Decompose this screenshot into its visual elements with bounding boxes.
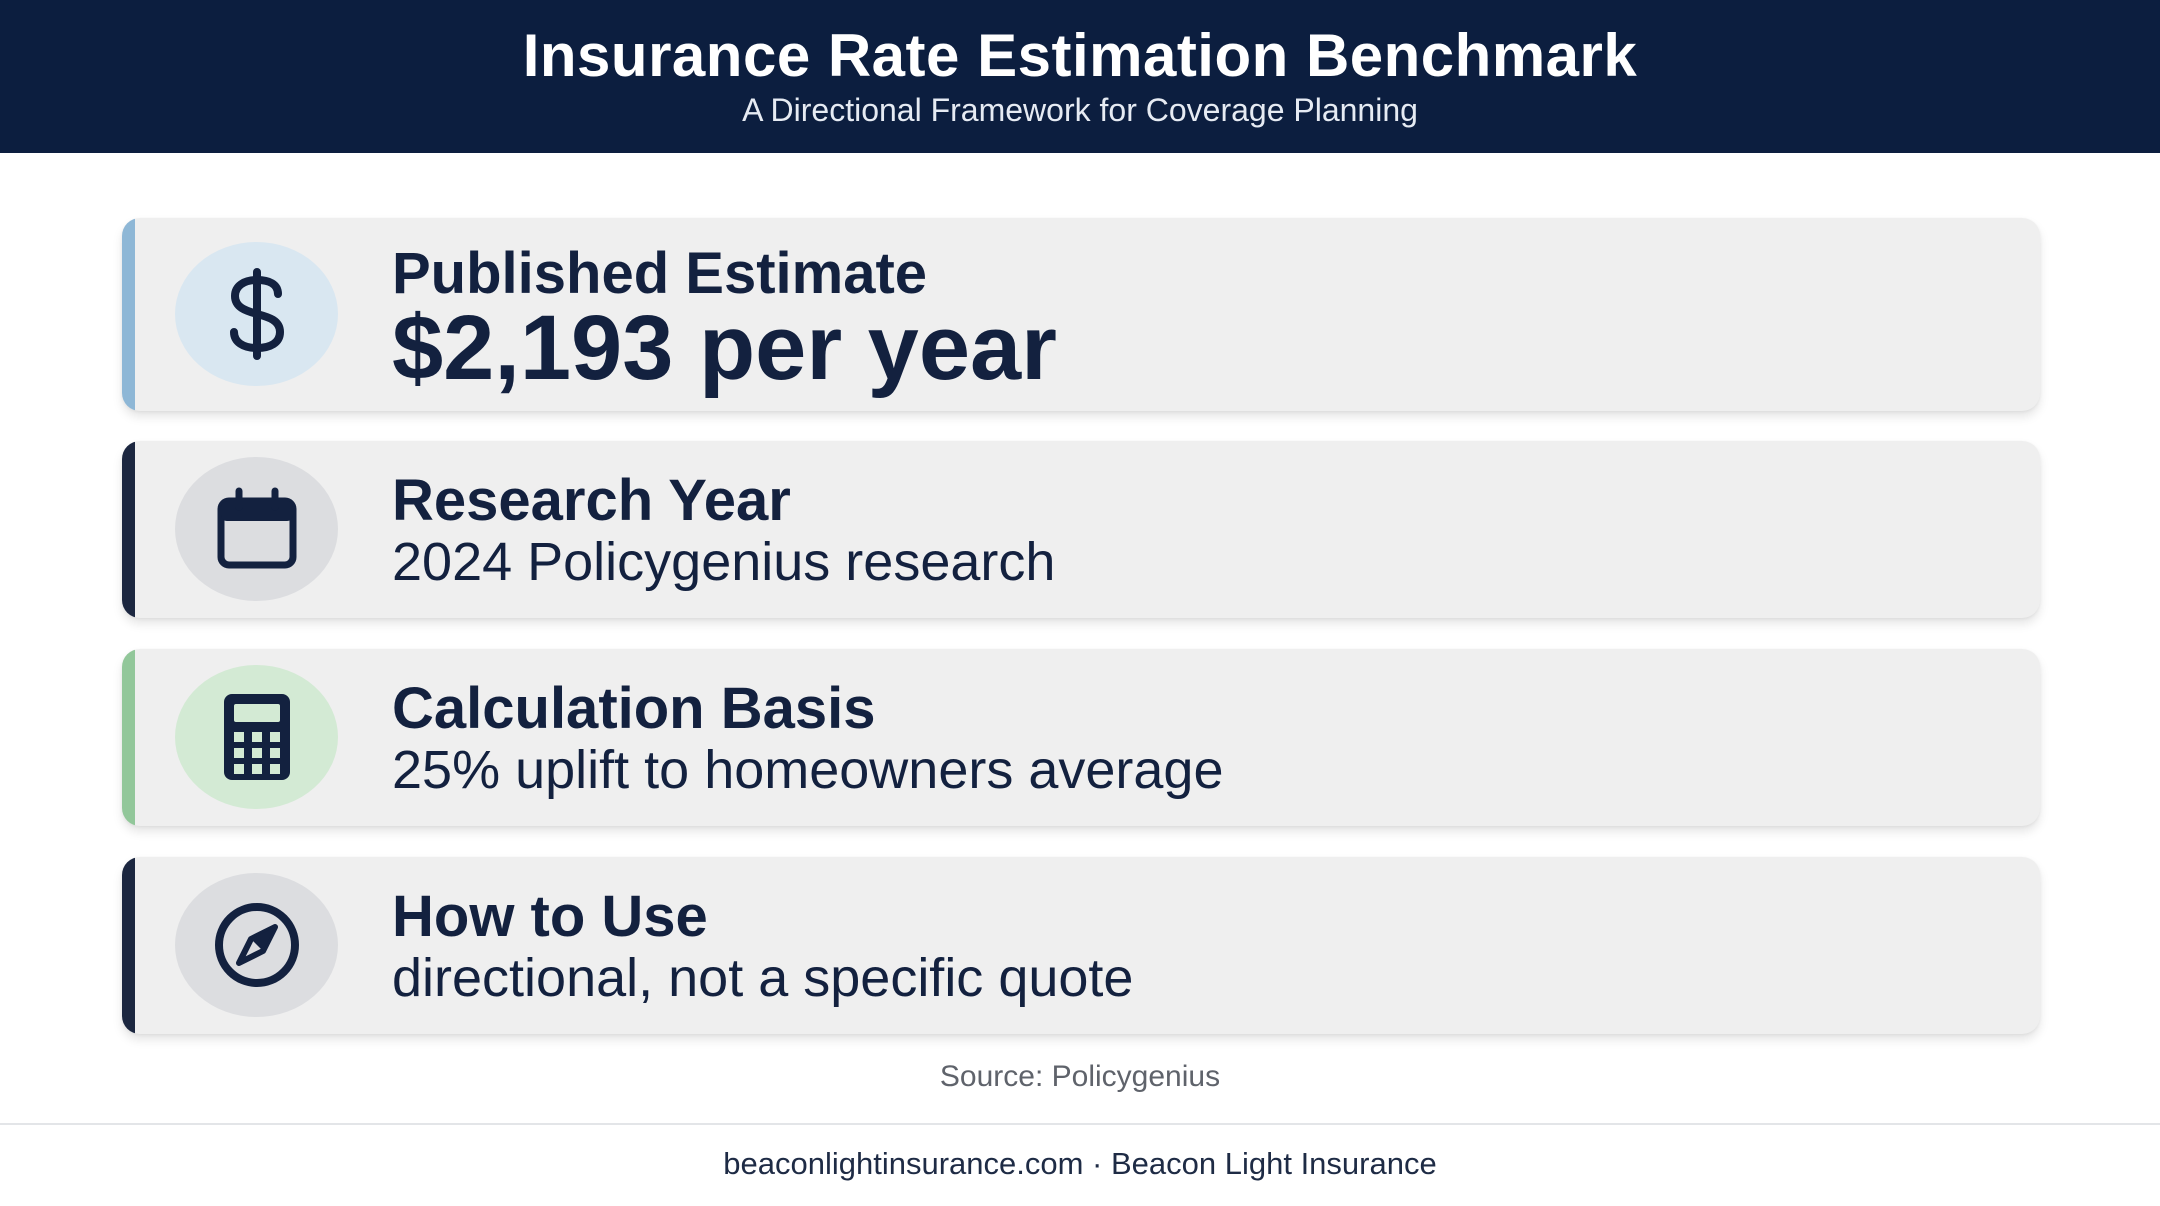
footer-text: beaconlightinsurance.com · Beacon Light … [723, 1146, 1437, 1181]
card-value: $2,193 per year [392, 297, 1057, 399]
dollar-icon [229, 268, 284, 360]
icon-badge [175, 873, 338, 1017]
header-banner: Insurance Rate Estimation Benchmark A Di… [0, 0, 2160, 153]
card-value: 25% uplift to homeowners average [392, 740, 1224, 800]
source-note: Source: Policygenius [939, 1060, 1221, 1093]
card-calculation-basis: Calculation Basis 25% uplift to homeowne… [122, 649, 2040, 826]
page-title: Insurance Rate Estimation Benchmark [522, 22, 1638, 89]
card-published-estimate: Published Estimate $2,193 per year [122, 218, 2040, 411]
card-label: How to Use [392, 884, 708, 949]
compass-icon [214, 903, 299, 987]
card-accent-bar [122, 857, 135, 1034]
card-value: directional, not a specific quote [392, 948, 1134, 1008]
card-accent-bar [122, 218, 135, 411]
calendar-icon [217, 487, 296, 569]
footer-divider [0, 1123, 2160, 1125]
card-label: Research Year [392, 468, 791, 533]
icon-badge [175, 457, 338, 601]
card-label: Calculation Basis [392, 676, 876, 741]
card-accent-bar [122, 649, 135, 826]
icon-badge [175, 665, 338, 809]
card-accent-bar [122, 441, 135, 618]
card-value: 2024 Policygenius research [392, 532, 1056, 592]
card-how-to-use: How to Use directional, not a specific q… [122, 857, 2040, 1034]
card-research-year: Research Year 2024 Policygenius research [122, 441, 2040, 618]
page-subtitle: A Directional Framework for Coverage Pla… [742, 92, 1418, 128]
calculator-icon [223, 694, 290, 780]
card-label: Published Estimate [392, 241, 928, 306]
icon-badge [175, 242, 338, 386]
